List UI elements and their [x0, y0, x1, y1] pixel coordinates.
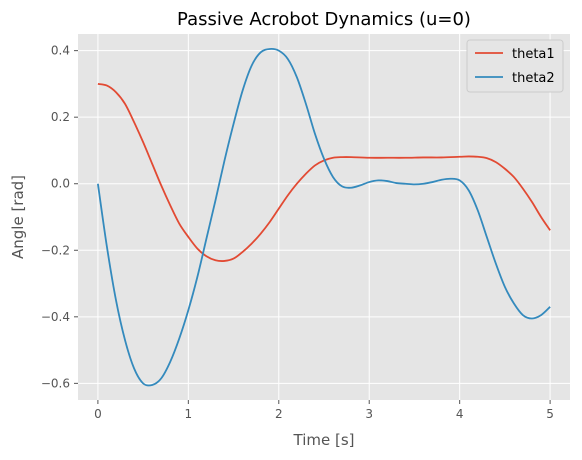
legend-label-theta1: theta1	[512, 47, 555, 62]
y-tick-label: 0.4	[51, 44, 70, 58]
y-tick-label: −0.4	[41, 310, 70, 324]
legend-label-theta2: theta2	[512, 71, 555, 86]
x-tick-label: 0	[94, 407, 102, 421]
chart-title: Passive Acrobot Dynamics (u=0)	[177, 9, 471, 30]
series-line-theta1	[97, 83, 551, 262]
legend: theta1 theta2	[466, 39, 564, 93]
x-tick-label: 3	[365, 407, 373, 421]
x-tick-layer: 0 1 2 3 4 5	[94, 400, 554, 421]
y-tick-label: −0.6	[41, 376, 70, 390]
y-tick-label: 0.0	[51, 177, 70, 191]
x-tick-label: 5	[546, 407, 554, 421]
y-tick-label: −0.2	[41, 243, 70, 257]
y-tick-label: 0.2	[51, 110, 70, 124]
x-axis-label: Time [s]	[293, 431, 355, 449]
y-tick-layer: −0.6 −0.4 −0.2 0.0 0.2 0.4	[41, 44, 78, 390]
series-line-theta2	[97, 47, 551, 387]
grid-layer	[78, 34, 570, 400]
x-tick-label: 1	[185, 407, 193, 421]
x-tick-label: 2	[275, 407, 283, 421]
plot-area	[78, 34, 570, 400]
y-axis-label: Angle [rad]	[9, 175, 27, 259]
series-layer	[97, 47, 551, 387]
x-tick-label: 4	[456, 407, 464, 421]
